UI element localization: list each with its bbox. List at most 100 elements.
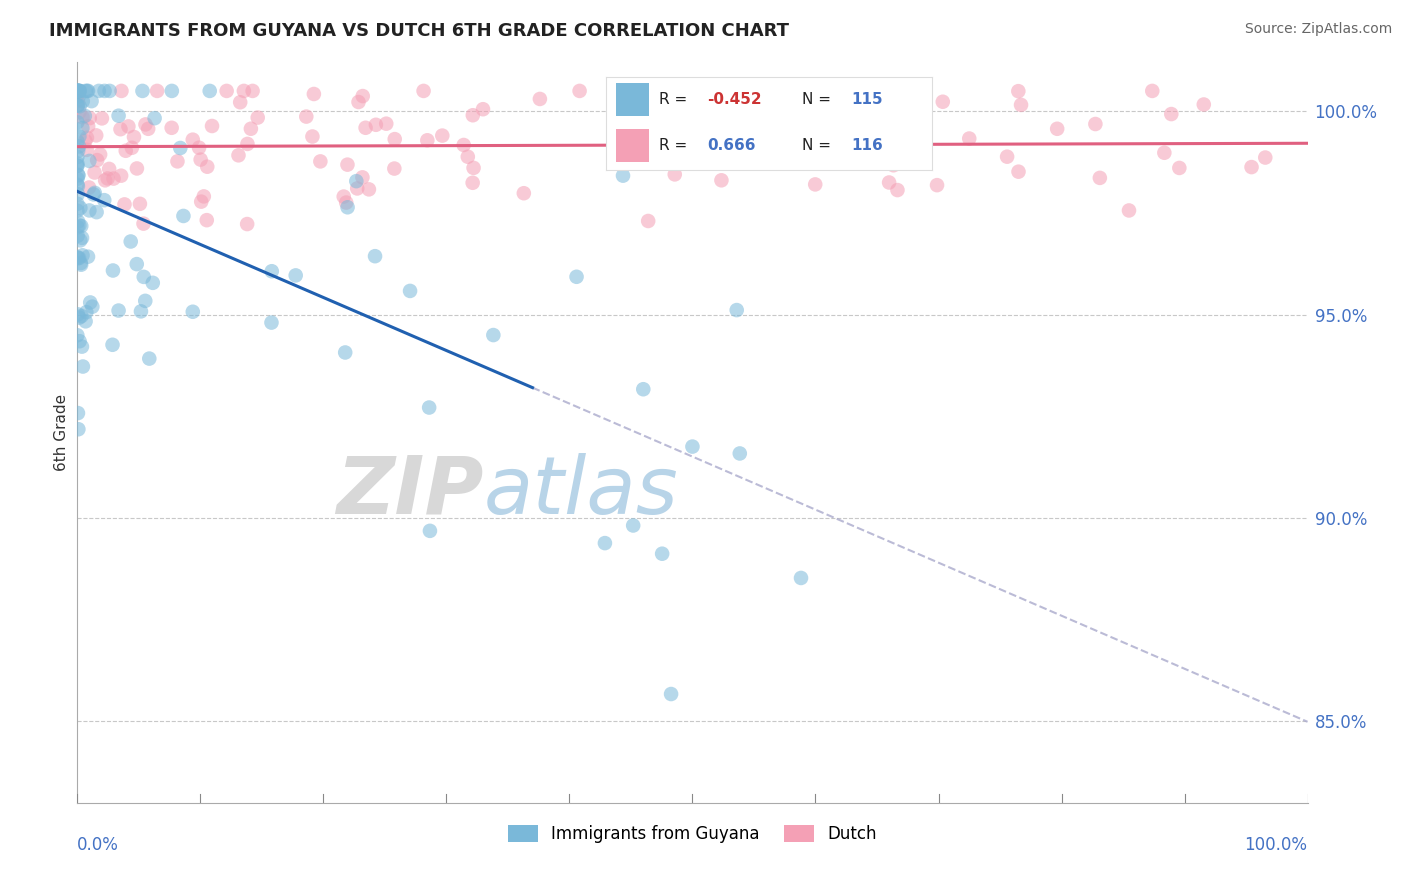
Point — [114, 144, 136, 158]
Point — [336, 158, 359, 172]
Point — [67, 310, 90, 325]
Point — [1254, 151, 1277, 165]
Point — [354, 120, 377, 135]
Point — [146, 84, 169, 98]
Point — [1010, 98, 1032, 112]
Point — [357, 182, 380, 196]
Point — [66, 84, 89, 98]
Point — [886, 183, 908, 197]
Point — [69, 256, 91, 270]
Point — [93, 193, 115, 207]
Legend: Immigrants from Guyana, Dutch: Immigrants from Guyana, Dutch — [501, 819, 884, 850]
Point — [621, 518, 644, 533]
Point — [1168, 161, 1191, 175]
Point — [66, 94, 89, 108]
Point — [1160, 107, 1182, 121]
Point — [198, 84, 221, 98]
Point — [98, 161, 121, 176]
Point — [657, 148, 679, 162]
Point — [66, 328, 89, 343]
Point — [120, 235, 142, 249]
Point — [66, 196, 89, 211]
Point — [751, 141, 773, 155]
Point — [110, 169, 132, 183]
Point — [67, 168, 90, 182]
Point — [66, 84, 89, 98]
Point — [66, 250, 89, 264]
Point — [637, 214, 659, 228]
Point — [89, 147, 111, 161]
Point — [375, 117, 398, 131]
Point — [90, 112, 112, 126]
Point — [201, 119, 224, 133]
Point — [86, 153, 108, 167]
Point — [1240, 160, 1263, 174]
Point — [125, 257, 148, 271]
Text: 0.0%: 0.0% — [77, 836, 120, 855]
Point — [620, 141, 643, 155]
Point — [593, 536, 616, 550]
Point — [73, 109, 96, 123]
Point — [302, 87, 325, 101]
Point — [129, 304, 152, 318]
Point — [67, 214, 90, 228]
Point — [651, 547, 673, 561]
Point — [352, 170, 374, 185]
Point — [87, 84, 110, 98]
Point — [432, 128, 454, 143]
Point — [884, 115, 907, 129]
Point — [67, 219, 90, 233]
Point — [336, 200, 359, 214]
Point — [882, 158, 904, 172]
Point — [181, 133, 204, 147]
Point — [925, 178, 948, 193]
Point — [814, 84, 837, 98]
Point — [823, 92, 845, 106]
Point — [190, 194, 212, 209]
Point — [121, 141, 143, 155]
Point — [86, 205, 108, 219]
Point — [93, 84, 115, 98]
Point — [418, 401, 440, 415]
Point — [110, 84, 132, 98]
Point — [101, 338, 124, 352]
Point — [77, 120, 100, 134]
Point — [195, 160, 218, 174]
Point — [181, 305, 204, 319]
Point — [236, 136, 259, 151]
Text: 100.0%: 100.0% — [1244, 836, 1308, 855]
Point — [457, 150, 479, 164]
Point — [75, 314, 97, 328]
Point — [66, 98, 89, 112]
Point — [66, 84, 89, 98]
Point — [664, 168, 686, 182]
Point — [107, 303, 129, 318]
Point — [75, 305, 97, 319]
Point — [335, 345, 357, 359]
Point — [66, 87, 89, 102]
Point — [66, 307, 89, 321]
Point — [995, 150, 1018, 164]
Point — [482, 328, 505, 343]
Point — [136, 121, 159, 136]
Point — [568, 84, 591, 98]
Point — [79, 153, 101, 168]
Point — [142, 276, 165, 290]
Point — [129, 196, 152, 211]
Point — [125, 161, 148, 176]
Point — [229, 95, 252, 110]
Point — [66, 98, 89, 112]
Point — [399, 284, 422, 298]
Point — [66, 228, 89, 243]
Point — [260, 264, 283, 278]
Point — [67, 84, 90, 98]
Point — [67, 169, 90, 183]
Point — [172, 209, 194, 223]
Point — [69, 105, 91, 120]
Point — [110, 122, 132, 136]
Point — [725, 303, 748, 318]
Point — [932, 95, 955, 109]
Point — [472, 102, 495, 116]
Point — [877, 176, 900, 190]
Point — [67, 251, 90, 265]
